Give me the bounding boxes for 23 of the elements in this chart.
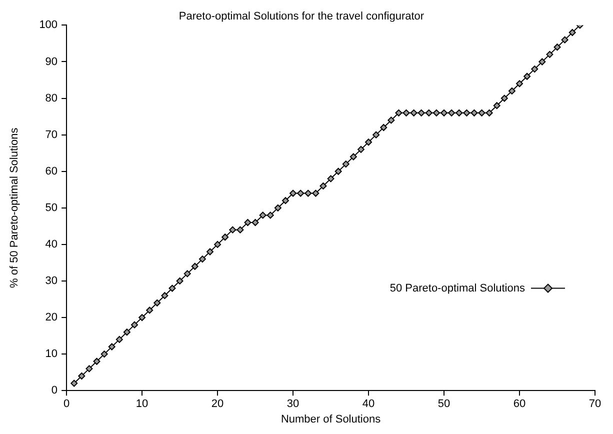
y-tick-label: 0	[51, 384, 58, 397]
chart-title: Pareto-optimal Solutions for the travel configurator	[178, 10, 424, 23]
y-tick-label: 100	[39, 19, 58, 32]
legend-label: 50 Pareto-optimal Solutions	[390, 282, 526, 294]
x-tick-label: 20	[211, 398, 224, 410]
x-tick-label: 30	[286, 398, 300, 410]
x-axis-title: Number of Solutions	[280, 413, 382, 426]
y-tick-label: 60	[45, 165, 58, 178]
y-tick-label: 20	[45, 312, 58, 324]
x-tick-label: 40	[362, 398, 375, 410]
y-tick-label: 80	[45, 92, 58, 104]
y-tick-label: 40	[45, 238, 58, 250]
x-tick-label: 10	[136, 398, 148, 410]
y-tick-label: 10	[45, 348, 58, 360]
y-axis-title: % of 50 Pareto-optimal Solutions	[8, 127, 21, 288]
x-tick-label: 0	[63, 398, 70, 410]
y-tick-label: 50	[45, 202, 58, 214]
y-tick-label: 30	[45, 275, 58, 288]
x-tick-label: 70	[588, 398, 602, 410]
x-tick-label: 60	[513, 398, 526, 410]
y-tick-label: 90	[45, 56, 58, 68]
x-tick-label: 50	[438, 398, 450, 410]
y-tick-label: 70	[45, 128, 58, 141]
